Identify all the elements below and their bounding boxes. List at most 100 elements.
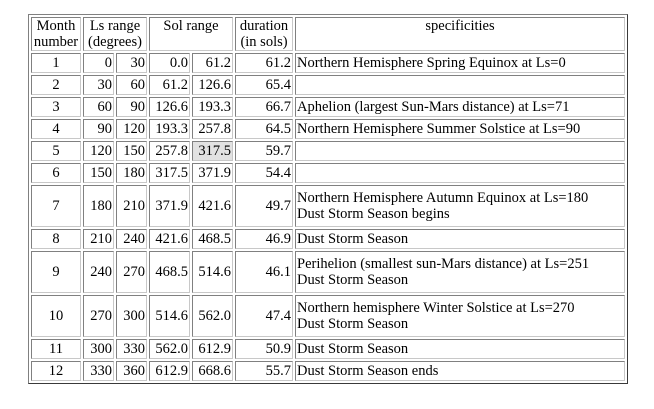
month-number-cell: 2 [31,75,81,95]
month-number-cell: 10 [31,295,81,337]
specificities-line: Dust Storm Season begins [297,206,450,222]
specificities-line: Dust Storm Season [297,341,409,357]
ls-start-cell: 210 [83,229,114,249]
duration-header-line-1: duration [239,18,289,34]
ls-start-cell: 120 [83,141,114,161]
ls-header-line-1: Ls range [89,18,141,34]
ls-start-cell: 180 [83,185,114,227]
specificities-line: Northern hemisphere Winter Solstice at L… [297,300,575,316]
table-row: 6 150 180 317.5 371.9 54.4 [31,163,625,183]
duration-cell: 59.7 [235,141,293,161]
duration-cell: 46.9 [235,229,293,249]
duration-cell: 50.9 [235,339,293,359]
sol-start-cell: 0.0 [149,53,190,73]
table-row: 7 180 210 371.9 421.6 49.7 Northern Hemisphere… [31,185,625,227]
ls-end-cell: 60 [116,75,147,95]
sol-start-cell: 317.5 [149,163,190,183]
sol-end-cell: 257.8 [192,119,233,139]
duration-cell: 47.4 [235,295,293,337]
month-number-cell: 11 [31,339,81,359]
month-number-cell: 1 [31,53,81,73]
duration-cell: 49.7 [235,185,293,227]
specificities-cell: Dust Storm Season [295,229,625,249]
month-number-cell: 3 [31,97,81,117]
sol-end-cell: 612.9 [192,339,233,359]
ls-range-header: Ls range (degrees) [83,17,147,51]
ls-start-cell: 0 [83,53,114,73]
ls-end-cell: 120 [116,119,147,139]
sol-range-header: Sol range [149,17,233,51]
sol-start-cell: 562.0 [149,339,190,359]
duration-cell: 54.4 [235,163,293,183]
specificities-cell [295,141,625,161]
duration-cell: 46.1 [235,251,293,293]
specificities-cell: Perihelion (smallest sun-Mars distance) … [295,251,625,293]
sol-end-cell: 668.6 [192,361,233,381]
ls-end-cell: 30 [116,53,147,73]
specificities-line: Dust Storm Season [297,231,409,247]
specificities-cell: Aphelion (largest Sun-Mars distance) at … [295,97,625,117]
sol-end-cell: 193.3 [192,97,233,117]
header-row: Month number Ls range (degrees) Sol rang… [31,17,625,51]
sol-end-cell: 468.5 [192,229,233,249]
ls-end-cell: 210 [116,185,147,227]
specificities-line: Perihelion (smallest sun-Mars distance) … [297,256,590,272]
duration-cell: 64.5 [235,119,293,139]
table-row: 2 30 60 61.2 126.6 65.4 [31,75,625,95]
specificities-cell: Dust Storm Season ends [295,361,625,381]
table-row: 9 240 270 468.5 514.6 46.1 Perihelion (smalles… [31,251,625,293]
table-row: 4 90 120 193.3 257.8 64.5 Northern Hemisphere … [31,119,625,139]
sol-start-cell: 612.9 [149,361,190,381]
sol-start-cell: 61.2 [149,75,190,95]
month-number-cell: 12 [31,361,81,381]
duration-cell: 66.7 [235,97,293,117]
sol-end-cell: 317.5 [192,141,233,161]
specificities-cell: Northern Hemisphere Summer Solstice at L… [295,119,625,139]
ls-start-cell: 60 [83,97,114,117]
duration-header-line-2: (in sols) [240,34,288,50]
specificities-cell: Northern hemisphere Winter Solstice at L… [295,295,625,337]
ls-start-cell: 30 [83,75,114,95]
specificities-cell [295,75,625,95]
month-number-cell: 6 [31,163,81,183]
specificities-line: Dust Storm Season ends [297,363,439,379]
sol-start-cell: 421.6 [149,229,190,249]
duration-cell: 65.4 [235,75,293,95]
specificities-line: Dust Storm Season [297,272,409,288]
specificities-cell [295,163,625,183]
table-row: 8 210 240 421.6 468.5 46.9 Dust Storm Season [31,229,625,249]
table-row: 12 330 360 612.9 668.6 55.7 Dust Storm Season … [31,361,625,381]
sol-start-cell: 468.5 [149,251,190,293]
specificities-line: Dust Storm Season [297,316,409,332]
sol-end-cell: 126.6 [192,75,233,95]
ls-start-cell: 90 [83,119,114,139]
month-number-cell: 4 [31,119,81,139]
specificities-cell: Dust Storm Season [295,339,625,359]
sol-start-cell: 371.9 [149,185,190,227]
ls-start-cell: 300 [83,339,114,359]
sol-end-cell: 514.6 [192,251,233,293]
ls-end-cell: 360 [116,361,147,381]
sol-end-cell: 371.9 [192,163,233,183]
ls-end-cell: 180 [116,163,147,183]
ls-start-cell: 330 [83,361,114,381]
sol-start-cell: 257.8 [149,141,190,161]
ls-end-cell: 300 [116,295,147,337]
table-row: 11 300 330 562.0 612.9 50.9 Dust Storm Season [31,339,625,359]
ls-start-cell: 240 [83,251,114,293]
month-number-cell: 9 [31,251,81,293]
ls-start-cell: 150 [83,163,114,183]
sol-end-cell: 61.2 [192,53,233,73]
ls-start-cell: 270 [83,295,114,337]
month-number-cell: 5 [31,141,81,161]
duration-header: duration (in sols) [235,17,293,51]
specificities-line: Northern Hemisphere Autumn Equinox at Ls… [297,190,589,206]
specificities-header: specificities [295,17,625,51]
ls-end-cell: 240 [116,229,147,249]
specificities-cell: Northern Hemisphere Autumn Equinox at Ls… [295,185,625,227]
month-header-line-2: number [33,34,79,50]
table-row: 5 120 150 257.8 317.5 59.7 [31,141,625,161]
sol-end-cell: 421.6 [192,185,233,227]
sol-start-cell: 126.6 [149,97,190,117]
duration-cell: 61.2 [235,53,293,73]
